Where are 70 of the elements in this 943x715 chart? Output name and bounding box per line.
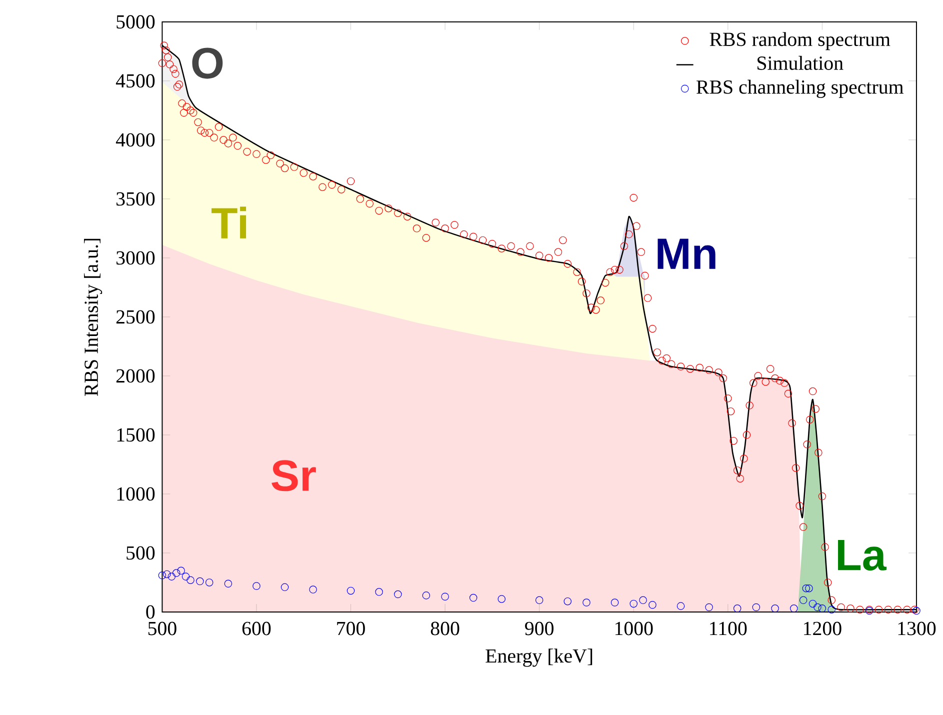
y-tick-label: 5000: [116, 14, 155, 28]
y-tick-label: 4500: [116, 74, 155, 88]
x-tick-label: 500: [148, 622, 176, 635]
y-tick-label: 2000: [116, 369, 155, 382]
point: [705, 603, 713, 611]
point: [610, 598, 619, 606]
x-tick-label: 1200: [804, 622, 842, 635]
point: [375, 588, 383, 596]
point: [814, 603, 822, 611]
point: [422, 591, 430, 600]
point: [172, 568, 180, 577]
point: [441, 592, 449, 600]
point: [196, 577, 204, 585]
point: [535, 596, 544, 604]
point: [177, 566, 185, 574]
series-label: La: [838, 540, 886, 570]
point: [582, 598, 590, 606]
point: [802, 584, 810, 592]
x-tick-label: 1000: [615, 622, 653, 635]
series-label: Sr: [272, 460, 316, 491]
point: [564, 597, 572, 606]
point: [309, 585, 317, 594]
y-tick-label: 3000: [116, 250, 155, 264]
point: [346, 586, 355, 594]
point: [630, 600, 638, 608]
y-tick-label: 0: [146, 605, 155, 618]
point: [469, 594, 478, 602]
point: [752, 603, 760, 611]
x-tick-label: 1300: [898, 622, 936, 635]
y-tick-label: 1000: [117, 487, 155, 500]
y-tick-label: 4000: [116, 132, 155, 146]
x-tick-label: 1100: [710, 622, 747, 635]
point: [168, 572, 176, 580]
point: [676, 602, 685, 610]
y-tick-label: 3500: [116, 192, 155, 206]
point: [799, 596, 808, 604]
x-tick-label: 900: [525, 622, 554, 635]
y-tick-label: 500: [126, 546, 155, 560]
y-axis-title: RBS Intensity [a.u.]: [84, 238, 102, 396]
point: [186, 576, 194, 584]
x-tick-label: 700: [337, 622, 365, 635]
x-tick-label: 800: [430, 622, 460, 635]
series-label: O: [192, 47, 223, 78]
legend-label: RBS random spectrum: [710, 32, 890, 50]
point: [648, 600, 656, 609]
point: [808, 600, 817, 608]
point: [790, 604, 798, 612]
y-tick-label: 2500: [116, 310, 155, 324]
point: [639, 596, 647, 604]
series-label: Ti: [212, 206, 246, 238]
point: [771, 604, 779, 612]
point: [818, 604, 826, 612]
point: [733, 604, 742, 612]
point: [205, 578, 214, 586]
point: [158, 571, 166, 580]
text: Simulation: [758, 56, 844, 70]
x-axis-title: Energy [keV]: [486, 648, 592, 667]
point: [224, 580, 232, 588]
point: [394, 590, 402, 598]
y-tick-label: 1500: [117, 428, 155, 442]
point: [163, 570, 171, 578]
legend-label: RBS channeling spectrum: [696, 80, 904, 98]
point: [182, 572, 190, 580]
point: [498, 594, 506, 603]
point: [280, 583, 289, 591]
x-tick-label: 600: [242, 622, 271, 635]
point: [828, 606, 836, 614]
point: [252, 582, 260, 590]
series-label: Mn: [658, 238, 716, 269]
point: [805, 584, 813, 592]
